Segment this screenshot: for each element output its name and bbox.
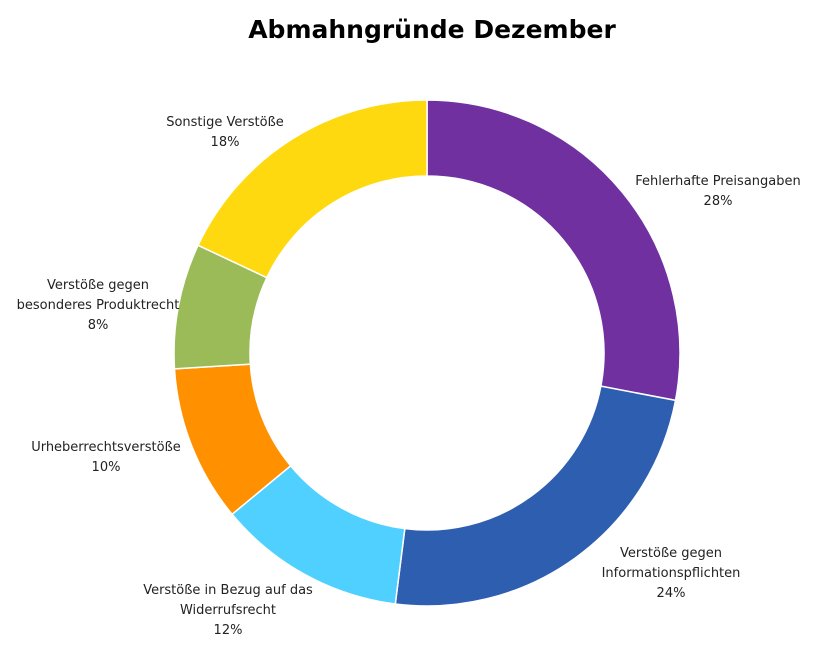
slice-category-label: Fehlerhafte Preisangaben: [635, 174, 800, 189]
slice-value-label: 28%: [704, 194, 733, 209]
slice-category-label: Verstöße gegen: [47, 278, 149, 293]
slice-6: [197, 99, 428, 279]
slice-value-label: 8%: [88, 318, 109, 333]
donut-slices: [173, 99, 681, 607]
slice-label-4: Urheberrechtsverstöße 10%: [31, 440, 181, 475]
slice-category-label: Urheberrechtsverstöße: [31, 440, 181, 455]
slice-category-label: Sonstige Verstöße: [166, 115, 284, 130]
slice-category-label: besonderes Produktrecht: [17, 298, 180, 313]
slice-label-2: Verstöße gegen Informationspflichten 24%: [602, 546, 741, 601]
slice-category-label: Verstöße gegen: [620, 546, 722, 561]
slice-label-6: Sonstige Verstöße 18%: [166, 115, 284, 150]
slice-labels: Fehlerhafte Preisangaben 28% Verstöße gege…: [17, 115, 801, 638]
chart-title: Abmahngründe Dezember: [248, 15, 616, 44]
slice-1: [426, 99, 681, 402]
slice-category-label: Verstöße in Bezug auf das: [143, 583, 313, 598]
slice-category-label: Widerrufsrecht: [180, 603, 276, 618]
slice-value-label: 10%: [92, 460, 121, 475]
slice-category-label: Informationspflichten: [602, 566, 741, 581]
slice-value-label: 24%: [657, 586, 686, 601]
slice-label-3: Verstöße in Bezug auf das Widerrufsrecht 1…: [143, 583, 313, 638]
slice-value-label: 18%: [211, 135, 240, 150]
slice-label-1: Fehlerhafte Preisangaben 28%: [635, 174, 800, 209]
slice-label-5: Verstöße gegen besonderes Produktrecht 8%: [17, 278, 180, 333]
slice-value-label: 12%: [214, 623, 243, 638]
